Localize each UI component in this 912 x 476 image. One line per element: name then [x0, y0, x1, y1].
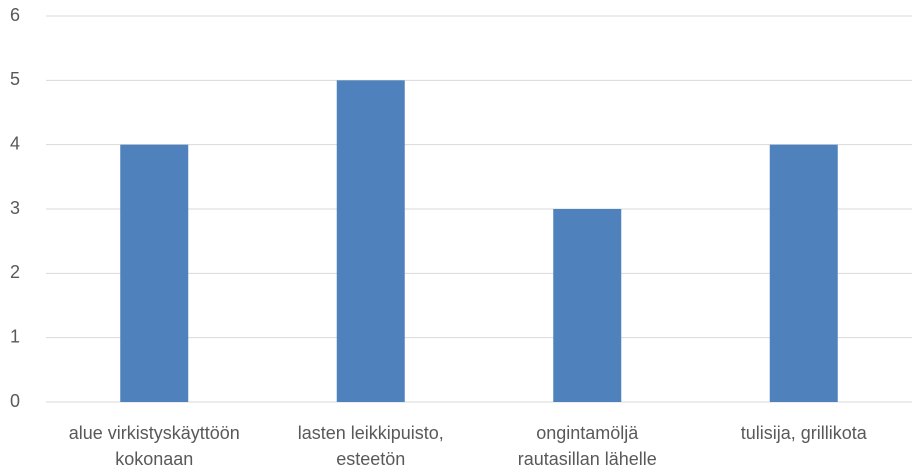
y-tick-label: 0 [10, 391, 20, 411]
y-tick-label: 6 [10, 5, 20, 25]
y-tick-label: 4 [10, 133, 20, 153]
bar [553, 209, 622, 402]
y-tick-label: 1 [10, 326, 20, 346]
bar [336, 80, 405, 402]
y-tick-label: 3 [10, 198, 20, 218]
y-tick-label: 2 [10, 262, 20, 282]
x-tick-label: lasten leikkipuisto, esteetön [297, 423, 444, 469]
x-tick-label: alue virkistyskäyttöön kokonaan [68, 423, 240, 469]
y-tick-label: 5 [10, 69, 20, 89]
x-tick-label: tulisija, grillikota [740, 423, 867, 443]
bar [769, 144, 838, 402]
bar [120, 144, 189, 402]
x-tick-label: ongintamöljä rautasillan lähelle [517, 423, 657, 469]
